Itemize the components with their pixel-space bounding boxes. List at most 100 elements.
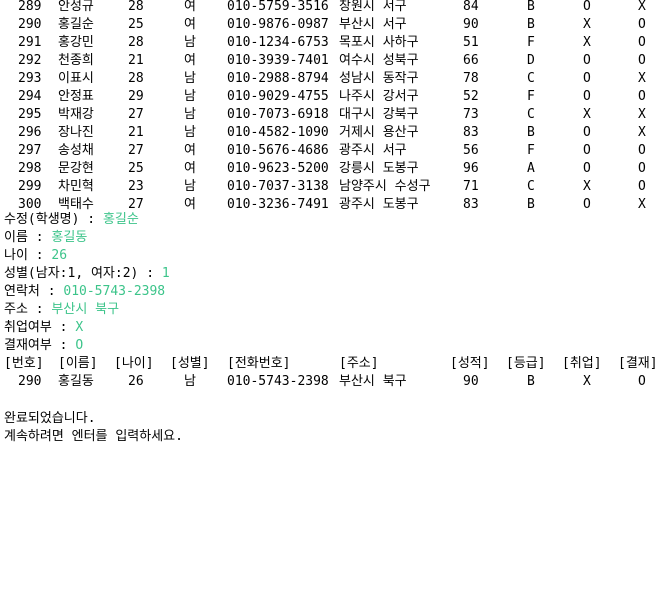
cell-payment: O bbox=[638, 374, 646, 389]
list-row: 299 차민혁 23 남 010-7037-3138 남양주시 수성구 71 C X O bbox=[0, 178, 671, 196]
cell-grade: B bbox=[527, 197, 535, 212]
cell-payment: O bbox=[638, 179, 646, 194]
cell-name: 차민혁 bbox=[58, 179, 94, 194]
cell-sex: 여 bbox=[184, 17, 196, 32]
console-output: 289 안성규 28 여 010-5759-3516 창원시 서구 84 B O X 290 홍길순 2… bbox=[0, 0, 671, 444]
cell-name: 송성채 bbox=[58, 143, 94, 158]
cell-no: 290 bbox=[18, 17, 42, 32]
cell-employed: O bbox=[583, 89, 591, 104]
prompt-line: 주소 : 부산시 북구 bbox=[4, 301, 671, 319]
prompt-label: 취업여부 : bbox=[4, 320, 76, 335]
cell-grade: F bbox=[527, 89, 535, 104]
prompt-input-echo: 홍길동 bbox=[51, 230, 88, 245]
cell-name: 홍강민 bbox=[58, 35, 94, 50]
cell-score: 78 bbox=[463, 71, 479, 86]
cell-name: 안정표 bbox=[58, 89, 94, 104]
cell-sex: 남 bbox=[184, 374, 196, 389]
cell-payment: O bbox=[638, 35, 646, 50]
result-header: [번호] [이름] [나이] [성별] [전화번호] [주소] [성적] [등급… bbox=[0, 355, 671, 373]
cell-payment: O bbox=[638, 53, 646, 68]
cell-sex: 여 bbox=[184, 197, 196, 212]
prompt-label: 이름 : bbox=[4, 230, 52, 245]
result-row: 290 홍길동 26 남 010-5743-2398 부산시 북구 90 B X… bbox=[0, 373, 671, 391]
cell-age: 29 bbox=[128, 89, 144, 104]
prompt-input-echo: 홍길순 bbox=[102, 212, 139, 227]
cell-age: 25 bbox=[128, 17, 144, 32]
prompt-line: 나이 : 26 bbox=[4, 247, 671, 265]
cell-employed: X bbox=[583, 17, 591, 32]
cell-name: 장나진 bbox=[58, 125, 94, 140]
cell-no: 300 bbox=[18, 197, 42, 212]
cell-address: 창원시 서구 bbox=[339, 0, 407, 14]
list-row: 291 홍강민 28 남 010-1234-6753 목포시 사하구 51 F X O bbox=[0, 34, 671, 52]
list-row: 292 천종희 21 여 010-3939-7401 여수시 성북구 66 D O O bbox=[0, 52, 671, 70]
cell-payment: O bbox=[638, 161, 646, 176]
cell-grade: B bbox=[527, 0, 535, 14]
cell-name: 이표시 bbox=[58, 71, 94, 86]
list-row: 300 백태수 27 여 010-3236-7491 광주시 도봉구 83 B O X bbox=[0, 196, 671, 214]
cell-address: 성남시 동작구 bbox=[339, 71, 419, 86]
header-age: [나이] bbox=[114, 356, 154, 371]
cell-no: 291 bbox=[18, 35, 42, 50]
prompt-input-echo: O bbox=[75, 338, 84, 353]
cell-phone: 010-9876-0987 bbox=[227, 17, 329, 32]
cell-grade: A bbox=[527, 161, 535, 176]
cell-score: 51 bbox=[463, 35, 479, 50]
cell-phone: 010-5676-4686 bbox=[227, 143, 329, 158]
cell-sex: 여 bbox=[184, 53, 196, 68]
prompt-label: 수정(학생명) : bbox=[4, 212, 103, 227]
cell-address: 여수시 성북구 bbox=[339, 53, 419, 68]
header-address: [주소] bbox=[339, 356, 379, 371]
cell-no: 294 bbox=[18, 89, 42, 104]
cell-address: 나주시 강서구 bbox=[339, 89, 419, 104]
cell-employed: O bbox=[583, 71, 591, 86]
cell-age: 27 bbox=[128, 107, 144, 122]
cell-employed: O bbox=[583, 0, 591, 14]
list-row: 298 문강현 25 여 010-9623-5200 강릉시 도봉구 96 A O O bbox=[0, 160, 671, 178]
cell-employed: O bbox=[583, 197, 591, 212]
cell-name: 문강현 bbox=[58, 161, 94, 176]
prompt-input-echo: 부산시 북구 bbox=[51, 302, 120, 317]
prompt-label: 나이 : bbox=[4, 248, 52, 263]
cell-payment: X bbox=[638, 71, 646, 86]
cell-payment: X bbox=[638, 0, 646, 14]
cell-sex: 남 bbox=[184, 89, 196, 104]
cell-address: 광주시 도봉구 bbox=[339, 197, 419, 212]
cell-age: 26 bbox=[128, 374, 144, 389]
cell-grade: B bbox=[527, 374, 535, 389]
cell-score: 96 bbox=[463, 161, 479, 176]
cell-score: 73 bbox=[463, 107, 479, 122]
cell-sex: 남 bbox=[184, 125, 196, 140]
cell-phone: 010-7073-6918 bbox=[227, 107, 329, 122]
prompt-label: 주소 : bbox=[4, 302, 52, 317]
cell-employed: X bbox=[583, 374, 591, 389]
cell-phone: 010-3236-7491 bbox=[227, 197, 329, 212]
prompt-input-echo: 26 bbox=[51, 248, 68, 263]
cell-grade: C bbox=[527, 71, 535, 86]
header-sex: [성별] bbox=[170, 356, 210, 371]
cell-score: 66 bbox=[463, 53, 479, 68]
prompt-label: 결재여부 : bbox=[4, 338, 76, 353]
header-grade: [등급] bbox=[506, 356, 546, 371]
cell-address: 남양주시 수성구 bbox=[339, 179, 431, 194]
prompt-input-echo: 1 bbox=[161, 266, 170, 281]
cell-payment: X bbox=[638, 107, 646, 122]
cell-score: 52 bbox=[463, 89, 479, 104]
prompt-line: 이름 : 홍길동 bbox=[4, 229, 671, 247]
list-row: 290 홍길순 25 여 010-9876-0987 부산시 서구 90 B X O bbox=[0, 16, 671, 34]
cell-employed: O bbox=[583, 53, 591, 68]
cell-address: 강릉시 도봉구 bbox=[339, 161, 419, 176]
header-phone: [전화번호] bbox=[227, 356, 291, 371]
prompt-line: 수정(학생명) : 홍길순 bbox=[4, 211, 671, 229]
cell-employed: X bbox=[583, 35, 591, 50]
continue-prompt[interactable]: 계속하려면 엔터를 입력하세요. bbox=[4, 429, 183, 444]
cell-sex: 여 bbox=[184, 0, 196, 14]
prompt-line: 결재여부 : O bbox=[4, 337, 671, 355]
cell-payment: O bbox=[638, 143, 646, 158]
cell-name: 박재강 bbox=[58, 107, 94, 122]
prompt-line: 성별(남자:1, 여자:2) : 1 bbox=[4, 265, 671, 283]
cell-age: 28 bbox=[128, 71, 144, 86]
cell-employed: X bbox=[583, 107, 591, 122]
cell-payment: O bbox=[638, 89, 646, 104]
prompt-line: 연락처 : 010-5743-2398 bbox=[4, 283, 671, 301]
